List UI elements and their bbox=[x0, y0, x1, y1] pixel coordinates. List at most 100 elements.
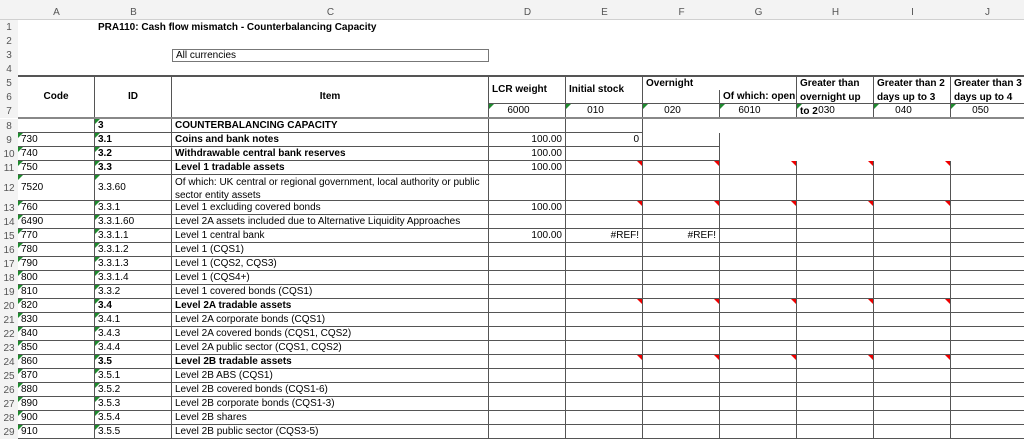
cell-initial-stock[interactable] bbox=[566, 243, 643, 257]
cell-G[interactable] bbox=[720, 299, 797, 313]
cell-lcr-weight[interactable] bbox=[489, 299, 566, 313]
cell-item[interactable]: Level 2A assets included due to Alternat… bbox=[172, 215, 489, 229]
cell-J[interactable] bbox=[951, 229, 1024, 243]
row-header-16[interactable]: 16 bbox=[0, 243, 18, 257]
cell-G[interactable] bbox=[720, 257, 797, 271]
column-header-H[interactable]: H bbox=[831, 7, 840, 18]
row-header-3[interactable]: 3 bbox=[0, 48, 18, 62]
row-header-27[interactable]: 27 bbox=[0, 397, 18, 411]
cell-J[interactable] bbox=[951, 285, 1024, 299]
cell-J[interactable] bbox=[951, 299, 1024, 313]
cell-lcr-weight[interactable]: 100.00 bbox=[489, 147, 566, 161]
cell-H[interactable] bbox=[797, 313, 874, 327]
cell-initial-stock[interactable] bbox=[566, 425, 643, 439]
column-header-J[interactable]: J bbox=[985, 7, 990, 18]
cell-id[interactable]: 3 bbox=[95, 119, 172, 133]
cell-H[interactable] bbox=[797, 425, 874, 439]
row-header-14[interactable]: 14 bbox=[0, 215, 18, 229]
cell-J[interactable] bbox=[951, 327, 1024, 341]
cell-I[interactable] bbox=[874, 161, 951, 175]
cell-lcr-weight[interactable] bbox=[489, 425, 566, 439]
row-header-15[interactable]: 15 bbox=[0, 229, 18, 243]
row-header-19[interactable]: 19 bbox=[0, 285, 18, 299]
cell-code[interactable]: 770 bbox=[18, 229, 95, 243]
cell-J[interactable] bbox=[951, 411, 1024, 425]
cell-id[interactable]: 3.2 bbox=[95, 147, 172, 161]
cell-G[interactable] bbox=[720, 229, 797, 243]
cell-code[interactable]: 810 bbox=[18, 285, 95, 299]
cell-id[interactable]: 3.4.4 bbox=[95, 341, 172, 355]
cell-I[interactable] bbox=[874, 411, 951, 425]
row-header-10[interactable]: 10 bbox=[0, 147, 18, 161]
cell-F[interactable] bbox=[643, 355, 720, 369]
cell-lcr-weight[interactable]: 100.00 bbox=[489, 201, 566, 215]
cell-H[interactable] bbox=[797, 383, 874, 397]
cell-J[interactable] bbox=[951, 397, 1024, 411]
cell-I[interactable] bbox=[874, 175, 951, 201]
cell-code[interactable] bbox=[18, 119, 95, 133]
cell-lcr-weight[interactable] bbox=[489, 175, 566, 201]
cell-item[interactable]: Level 2B covered bonds (CQS1-6) bbox=[172, 383, 489, 397]
cell-initial-stock[interactable] bbox=[566, 285, 643, 299]
row-header-4[interactable]: 4 bbox=[0, 62, 18, 76]
column-header-A[interactable]: A bbox=[53, 7, 60, 18]
cell-id[interactable]: 3.5.4 bbox=[95, 411, 172, 425]
cell-initial-stock[interactable]: 0 bbox=[566, 133, 643, 147]
cell-initial-stock[interactable] bbox=[566, 215, 643, 229]
cell-J[interactable] bbox=[951, 161, 1024, 175]
cell-F[interactable] bbox=[643, 257, 720, 271]
cell-item[interactable]: Level 1 (CQS2, CQS3) bbox=[172, 257, 489, 271]
cell-code[interactable]: 780 bbox=[18, 243, 95, 257]
cell-G[interactable] bbox=[720, 341, 797, 355]
cell-F[interactable] bbox=[643, 313, 720, 327]
cell-code[interactable]: 890 bbox=[18, 397, 95, 411]
row-header-8[interactable]: 8 bbox=[0, 119, 18, 133]
column-header-I[interactable]: I bbox=[911, 7, 914, 18]
cell-J[interactable] bbox=[951, 201, 1024, 215]
cell-G[interactable] bbox=[720, 201, 797, 215]
cell-item[interactable]: Level 2B shares bbox=[172, 411, 489, 425]
cell-item[interactable]: Level 2B ABS (CQS1) bbox=[172, 369, 489, 383]
cell-item[interactable]: Withdrawable central bank reserves bbox=[172, 147, 489, 161]
cell-I[interactable] bbox=[874, 257, 951, 271]
cell-G[interactable] bbox=[720, 271, 797, 285]
row-header-5[interactable]: 5 bbox=[0, 76, 18, 90]
column-header-C[interactable]: C bbox=[326, 7, 335, 18]
cell-J[interactable] bbox=[951, 425, 1024, 439]
cell-code[interactable]: 740 bbox=[18, 147, 95, 161]
cell-I[interactable] bbox=[874, 229, 951, 243]
cell-J[interactable] bbox=[951, 341, 1024, 355]
cell-id[interactable]: 3.3.2 bbox=[95, 285, 172, 299]
cell-item[interactable]: COUNTERBALANCING CAPACITY bbox=[172, 119, 489, 133]
cell-item[interactable]: Level 1 excluding covered bonds bbox=[172, 201, 489, 215]
cell-lcr-weight[interactable]: 100.00 bbox=[489, 133, 566, 147]
cell-G[interactable] bbox=[720, 383, 797, 397]
row-header-26[interactable]: 26 bbox=[0, 383, 18, 397]
row-header-11[interactable]: 11 bbox=[0, 161, 18, 175]
cell-I[interactable] bbox=[874, 327, 951, 341]
cell-item[interactable]: Of which: UK central or regional governm… bbox=[172, 175, 489, 201]
cell-code[interactable]: 6490 bbox=[18, 215, 95, 229]
cell-F[interactable] bbox=[643, 133, 720, 147]
cell-item[interactable]: Level 2B corporate bonds (CQS1-3) bbox=[172, 397, 489, 411]
cell-H[interactable] bbox=[797, 243, 874, 257]
cell-J[interactable] bbox=[951, 257, 1024, 271]
cell-I[interactable] bbox=[874, 397, 951, 411]
cell-F[interactable] bbox=[643, 161, 720, 175]
cell-F[interactable] bbox=[643, 327, 720, 341]
cell-initial-stock[interactable] bbox=[566, 257, 643, 271]
cell-lcr-weight[interactable] bbox=[489, 313, 566, 327]
cell-J[interactable] bbox=[951, 369, 1024, 383]
cell-F[interactable] bbox=[643, 341, 720, 355]
cell-id[interactable]: 3.5.2 bbox=[95, 383, 172, 397]
cell-item[interactable]: Level 1 tradable assets bbox=[172, 161, 489, 175]
cell-I[interactable] bbox=[874, 285, 951, 299]
row-header-1[interactable]: 1 bbox=[0, 20, 18, 34]
column-header-E[interactable]: E bbox=[601, 7, 608, 18]
cell-id[interactable]: 3.1 bbox=[95, 133, 172, 147]
column-header-D[interactable]: D bbox=[523, 7, 532, 18]
row-header-6[interactable]: 6 bbox=[0, 90, 18, 104]
cell-lcr-weight[interactable] bbox=[489, 257, 566, 271]
cell-J[interactable] bbox=[951, 355, 1024, 369]
cell-H[interactable] bbox=[797, 397, 874, 411]
